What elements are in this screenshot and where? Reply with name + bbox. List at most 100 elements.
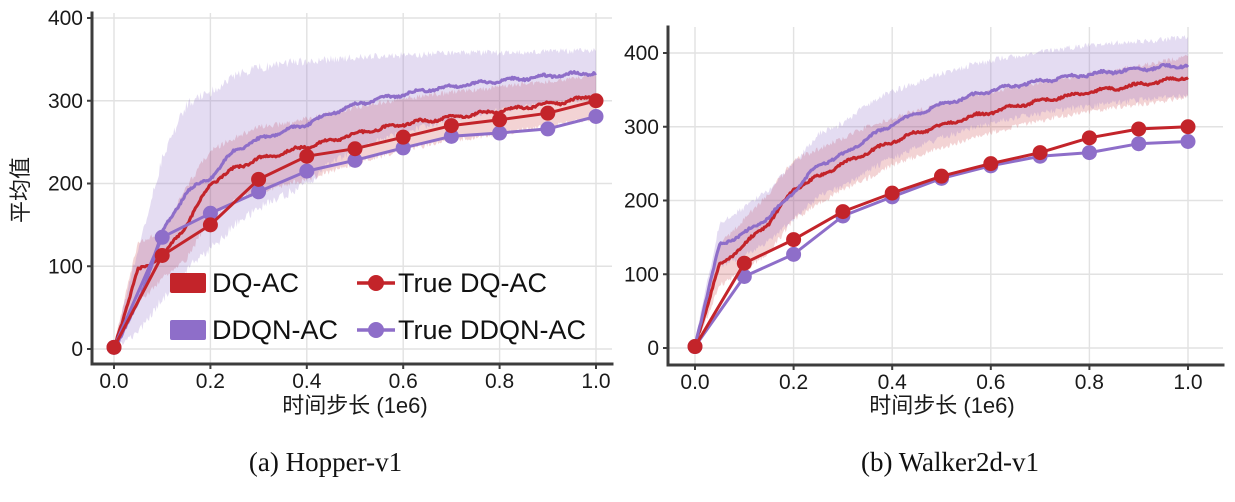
series-true-dq-ac bbox=[106, 93, 604, 355]
series-dq-ac-mean-line bbox=[693, 76, 1189, 345]
data-point-marker bbox=[1180, 119, 1196, 135]
y-tick-label: 400 bbox=[48, 7, 83, 30]
x-axis-label: 时间步长 (1e6) bbox=[869, 393, 1014, 418]
data-point-marker bbox=[492, 125, 508, 141]
y-axis-label: 平均值 bbox=[8, 157, 33, 223]
data-point-marker bbox=[687, 339, 703, 355]
x-tick-label: 0.4 bbox=[292, 370, 322, 393]
y-tick-label: 200 bbox=[48, 173, 83, 196]
legend-marker-dot bbox=[368, 275, 384, 291]
chart-walker2d: 0.0 0.2 0.4 0.6 0.8 1.0 0 100 200 300 400 时间步长 (1e6… bbox=[624, 25, 1225, 418]
y-tick-label: 0 bbox=[71, 338, 83, 361]
legend-label: DQ-AC bbox=[212, 268, 299, 298]
subfigure-a: 0.0 0.2 0.4 0.6 0.8 1.0 0 100 200 300 400 时间步长 (1e6… bbox=[0, 0, 617, 478]
tick-marks bbox=[87, 17, 597, 369]
data-point-marker bbox=[983, 156, 999, 172]
series-ddqn-ac-mean-line bbox=[693, 62, 1190, 346]
data-point-marker bbox=[1131, 136, 1147, 152]
x-tick-label: 1.0 bbox=[1173, 371, 1202, 394]
data-point-marker bbox=[736, 255, 752, 271]
data-point-marker bbox=[251, 184, 267, 200]
data-point-marker bbox=[540, 105, 556, 121]
data-point-marker bbox=[443, 118, 459, 134]
data-point-marker bbox=[395, 129, 411, 145]
data-point-marker bbox=[736, 268, 752, 284]
data-point-marker bbox=[395, 140, 411, 156]
legend-label: True DQ-AC bbox=[398, 268, 547, 298]
y-tick-label: 400 bbox=[624, 42, 659, 65]
x-tick-label: 0.2 bbox=[196, 370, 225, 393]
series-ddqn-ac-mean-line bbox=[112, 70, 597, 350]
data-point-marker bbox=[1081, 130, 1097, 146]
data-point-marker bbox=[1131, 121, 1147, 137]
legend-patch-swatch bbox=[170, 273, 206, 293]
legend-patch-swatch bbox=[170, 320, 206, 340]
y-tick-label: 200 bbox=[624, 190, 659, 213]
y-tick-label: 300 bbox=[624, 116, 659, 139]
subfigure-a-caption: (a) Hopper-v1 bbox=[248, 447, 403, 477]
data-point-marker bbox=[154, 247, 170, 263]
legend-label: True DDQN-AC bbox=[398, 315, 586, 345]
series-true-ddqn-ac bbox=[106, 108, 604, 355]
tick-labels: 0.0 0.2 0.4 0.6 0.8 1.0 0 100 200 300 400 bbox=[624, 42, 1203, 394]
data-point-marker bbox=[835, 204, 851, 220]
legend-item-dq-ac: DQ-AC bbox=[170, 268, 299, 298]
data-point-marker bbox=[1032, 145, 1048, 161]
x-tick-label: 0.0 bbox=[99, 370, 128, 393]
plot-area bbox=[693, 35, 1190, 349]
y-tick-label: 100 bbox=[624, 263, 659, 286]
series-dq-ac-mean-line bbox=[112, 94, 597, 348]
legend-item-ddqn-ac: DDQN-AC bbox=[170, 315, 338, 345]
axes bbox=[90, 11, 614, 366]
data-point-marker bbox=[299, 163, 315, 179]
grid bbox=[92, 13, 612, 364]
data-point-marker bbox=[251, 171, 267, 187]
plot-area bbox=[112, 48, 597, 351]
data-point-marker bbox=[347, 141, 363, 157]
x-tick-label: 0.2 bbox=[779, 371, 808, 394]
x-tick-label: 0.0 bbox=[680, 371, 709, 394]
legend-item-true-ddqn-ac: True DDQN-AC bbox=[357, 315, 586, 345]
x-tick-label: 0.6 bbox=[976, 371, 1005, 394]
x-axis-label: 时间步长 (1e6) bbox=[282, 393, 427, 418]
x-tick-label: 0.6 bbox=[389, 370, 418, 393]
legend-label: DDQN-AC bbox=[212, 315, 338, 345]
series-ddqn-ac-band bbox=[114, 48, 596, 351]
legend-item-true-dq-ac: True DQ-AC bbox=[357, 268, 547, 298]
data-point-marker bbox=[884, 185, 900, 201]
legend: DQ-AC DDQN-AC True DQ-AC True DDQN-AC bbox=[170, 268, 586, 345]
data-point-marker bbox=[786, 246, 802, 262]
subfigure-b-caption: (b) Walker2d-v1 bbox=[860, 447, 1040, 477]
grid bbox=[668, 27, 1223, 365]
data-point-marker bbox=[202, 205, 218, 221]
data-point-marker bbox=[786, 232, 802, 248]
tick-marks bbox=[663, 52, 1189, 370]
axes bbox=[666, 25, 1225, 367]
x-tick-label: 0.8 bbox=[485, 370, 514, 393]
data-point-marker bbox=[443, 128, 459, 144]
chart-hopper: 0.0 0.2 0.4 0.6 0.8 1.0 0 100 200 300 400 时间步长 (1e6… bbox=[8, 7, 614, 418]
data-point-marker bbox=[299, 148, 315, 164]
x-tick-label: 1.0 bbox=[581, 370, 610, 393]
y-tick-label: 0 bbox=[647, 337, 659, 360]
tick-labels: 0.0 0.2 0.4 0.6 0.8 1.0 0 100 200 300 400 bbox=[48, 7, 611, 393]
series-dq-ac-band bbox=[114, 72, 596, 351]
data-point-marker bbox=[492, 112, 508, 128]
data-point-marker bbox=[1180, 134, 1196, 149]
y-tick-label: 100 bbox=[48, 255, 83, 278]
data-point-marker bbox=[588, 93, 604, 109]
y-tick-label: 300 bbox=[48, 90, 83, 113]
data-point-marker bbox=[1081, 145, 1097, 161]
legend-marker-dot bbox=[368, 322, 384, 338]
x-tick-label: 0.4 bbox=[878, 371, 908, 394]
subfigure-b: 0.0 0.2 0.4 0.6 0.8 1.0 0 100 200 300 400 时间步长 (1e6… bbox=[617, 0, 1235, 478]
series-ddqn-ac-band bbox=[695, 35, 1188, 348]
data-point-marker bbox=[106, 339, 122, 355]
data-point-marker bbox=[202, 217, 218, 233]
data-point-marker bbox=[347, 152, 363, 168]
data-point-marker bbox=[154, 229, 170, 245]
data-point-marker bbox=[934, 168, 949, 184]
data-point-marker bbox=[588, 108, 604, 124]
x-tick-label: 0.8 bbox=[1075, 371, 1104, 394]
